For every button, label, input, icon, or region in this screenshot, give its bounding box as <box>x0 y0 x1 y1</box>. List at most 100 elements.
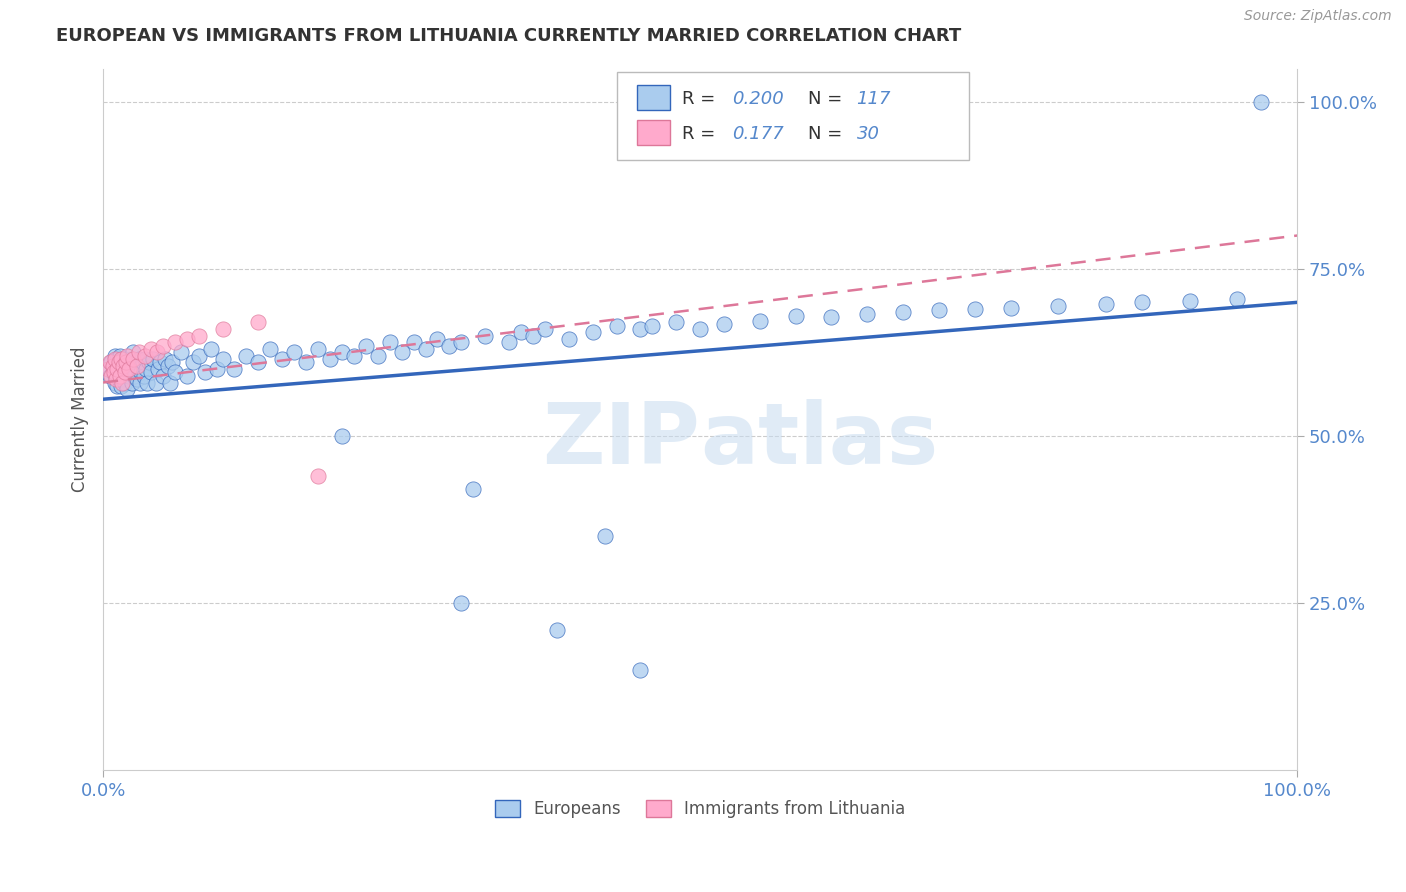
FancyBboxPatch shape <box>637 120 671 145</box>
Point <box>142 352 165 367</box>
Point <box>134 352 156 367</box>
Point <box>111 376 134 390</box>
Point <box>176 332 198 346</box>
Point <box>122 368 145 383</box>
Point <box>224 362 246 376</box>
Point <box>118 368 141 383</box>
Point <box>146 345 169 359</box>
Point <box>103 359 125 373</box>
Point <box>104 352 127 367</box>
Text: atlas: atlas <box>700 399 938 482</box>
Point <box>101 366 124 380</box>
Point <box>149 355 172 369</box>
Point <box>128 345 150 359</box>
Point <box>139 342 162 356</box>
Point <box>145 376 167 390</box>
Point <box>1178 293 1201 308</box>
Point <box>111 372 134 386</box>
Point <box>546 623 568 637</box>
Point <box>114 366 136 380</box>
Point <box>534 322 557 336</box>
Point <box>105 355 128 369</box>
Point <box>463 483 485 497</box>
Point <box>152 368 174 383</box>
Point <box>402 335 425 350</box>
Point <box>307 469 329 483</box>
Point <box>187 349 209 363</box>
Point <box>162 355 184 369</box>
Point <box>378 335 401 350</box>
Point <box>307 342 329 356</box>
Point <box>343 349 366 363</box>
Point <box>112 368 135 383</box>
Text: R =: R = <box>682 125 721 143</box>
Text: 0.200: 0.200 <box>733 90 785 108</box>
Point <box>131 366 153 380</box>
Point <box>1250 95 1272 109</box>
Point <box>856 307 879 321</box>
Y-axis label: Currently Married: Currently Married <box>72 346 89 492</box>
Point <box>247 315 270 329</box>
Point <box>98 355 121 369</box>
Point <box>391 345 413 359</box>
Point <box>1095 296 1118 310</box>
Point <box>107 355 129 369</box>
Point <box>98 362 121 376</box>
Point <box>271 352 294 367</box>
Point <box>205 362 228 376</box>
Point <box>415 342 437 356</box>
Point <box>103 366 125 380</box>
Text: 30: 30 <box>856 125 880 143</box>
Text: 117: 117 <box>856 90 891 108</box>
Point <box>112 359 135 373</box>
Point <box>606 318 628 333</box>
Point <box>295 355 318 369</box>
Point <box>111 362 134 376</box>
Point <box>134 349 156 363</box>
Point <box>107 372 129 386</box>
Point <box>200 342 222 356</box>
Point <box>582 326 605 340</box>
Point <box>127 362 149 376</box>
Point <box>628 322 651 336</box>
Point <box>114 362 136 376</box>
Point <box>155 352 177 367</box>
Point <box>713 317 735 331</box>
Point <box>785 309 807 323</box>
Point <box>118 362 141 376</box>
Point <box>176 368 198 383</box>
Point <box>114 376 136 390</box>
Point <box>117 359 139 373</box>
Point <box>125 359 148 373</box>
Point <box>963 301 986 316</box>
Point <box>748 314 770 328</box>
Point <box>132 368 155 383</box>
Point <box>122 352 145 367</box>
Text: R =: R = <box>682 90 721 108</box>
Point <box>426 332 449 346</box>
Point <box>283 345 305 359</box>
Point <box>110 355 132 369</box>
Point <box>820 310 842 324</box>
Point <box>163 335 186 350</box>
Point <box>439 339 461 353</box>
Text: ZIP: ZIP <box>543 399 700 482</box>
Point <box>891 305 914 319</box>
Point <box>641 318 664 333</box>
Point <box>97 362 120 376</box>
Point <box>689 322 711 336</box>
Point <box>120 352 142 367</box>
Point <box>125 372 148 386</box>
Point <box>131 355 153 369</box>
Point <box>593 529 616 543</box>
Point <box>367 349 389 363</box>
Point <box>450 596 472 610</box>
Point <box>319 352 342 367</box>
Point <box>122 362 145 376</box>
Point <box>187 328 209 343</box>
Text: Source: ZipAtlas.com: Source: ZipAtlas.com <box>1244 9 1392 23</box>
Point <box>129 376 152 390</box>
Point <box>138 355 160 369</box>
Point <box>181 355 204 369</box>
Point <box>159 376 181 390</box>
